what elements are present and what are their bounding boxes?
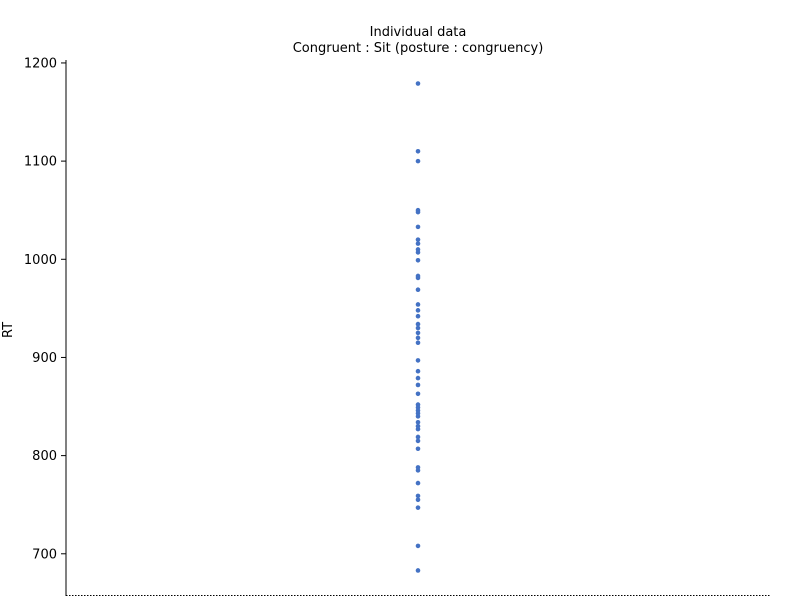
- data-point: [415, 330, 421, 336]
- data-point: [415, 287, 421, 293]
- data-point: [415, 505, 421, 510]
- data-point: [415, 426, 421, 432]
- data-point: [415, 446, 421, 452]
- data-point: [415, 382, 421, 388]
- data-point: [415, 568, 421, 573]
- data-point: [415, 434, 421, 440]
- y-axis-ticks: 700 800 900 1000 1100 1200: [24, 56, 66, 562]
- y-tick-label: 1100: [24, 155, 57, 170]
- y-tick-label: 900: [32, 351, 57, 366]
- data-point: [415, 414, 421, 419]
- data-point: [415, 438, 421, 444]
- y-axis-label: RT: [1, 322, 16, 338]
- data-point: [415, 325, 421, 331]
- data-point: [415, 209, 421, 215]
- data-point: [415, 302, 421, 307]
- data-point: [415, 321, 421, 327]
- chart-subtitle: Congruent : Sit (posture : congruency): [293, 41, 544, 56]
- data-point: [415, 81, 421, 86]
- data-points: [415, 81, 421, 573]
- chart-title: Individual data: [370, 25, 467, 40]
- data-point: [415, 257, 421, 263]
- data-point: [415, 275, 421, 281]
- data-point: [415, 543, 421, 549]
- data-point: [415, 250, 421, 255]
- y-tick-label: 1200: [24, 56, 57, 71]
- data-point: [415, 148, 421, 154]
- data-point: [415, 419, 421, 425]
- data-point: [415, 468, 421, 473]
- data-point: [415, 224, 421, 230]
- data-point: [415, 313, 421, 319]
- data-point: [415, 335, 421, 341]
- data-point: [415, 237, 421, 242]
- data-point: [415, 493, 421, 499]
- data-point: [415, 358, 421, 363]
- data-point: [415, 308, 421, 313]
- y-tick-label: 700: [32, 547, 57, 562]
- data-point: [415, 375, 421, 381]
- y-tick-label: 1000: [24, 253, 57, 268]
- data-point: [415, 368, 421, 374]
- data-point: [415, 241, 421, 246]
- data-point: [415, 340, 421, 346]
- data-point: [415, 158, 421, 164]
- data-point: [415, 391, 421, 397]
- y-tick-label: 800: [32, 449, 57, 464]
- data-point: [415, 497, 421, 503]
- data-point: [415, 480, 421, 486]
